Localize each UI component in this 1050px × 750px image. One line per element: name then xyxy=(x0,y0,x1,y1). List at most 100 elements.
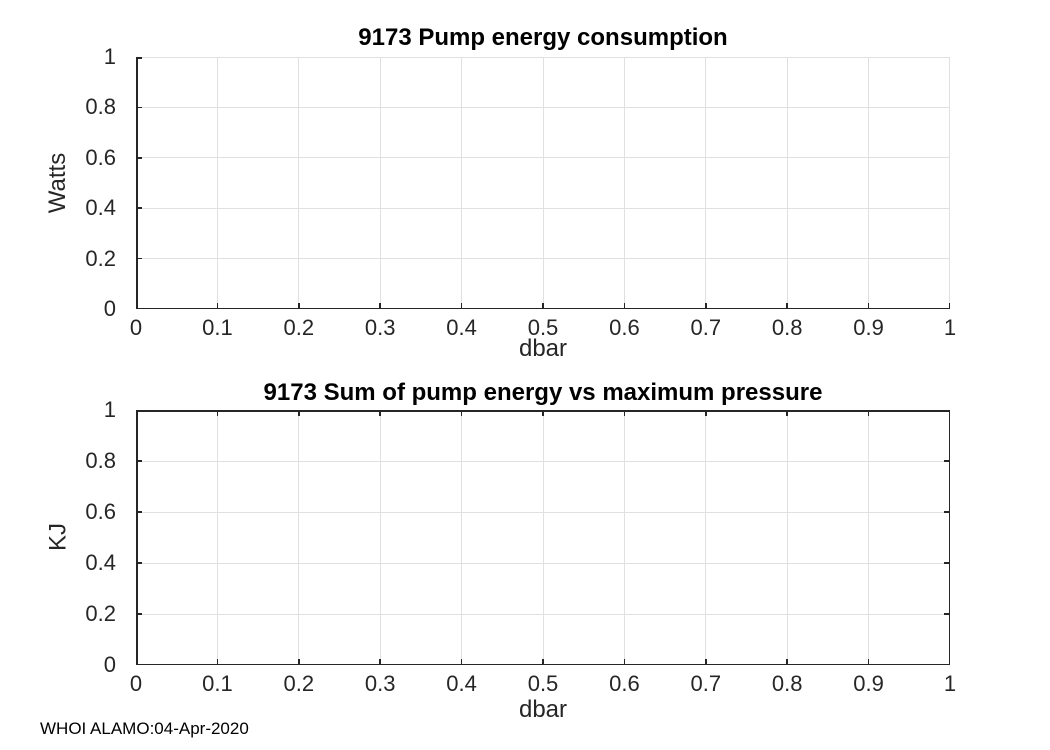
x-tick-mark-top xyxy=(216,410,219,416)
y-tick-mark-right xyxy=(944,613,950,615)
x-tick-mark xyxy=(623,303,626,309)
y-tick-mark xyxy=(136,663,142,665)
gridline-horizontal xyxy=(136,613,950,615)
y-tick-mark xyxy=(136,410,142,412)
x-tick-mark-top xyxy=(786,410,788,416)
y-tick-label: 0.8 xyxy=(85,94,116,120)
y-tick-label: 1 xyxy=(103,44,116,69)
x-tick-mark xyxy=(542,659,544,665)
y-tick-mark xyxy=(136,257,142,260)
y-tick-label: 0 xyxy=(103,296,116,321)
gridline-horizontal xyxy=(136,106,950,108)
x-tick-mark xyxy=(786,659,788,665)
x-tick-mark xyxy=(298,659,300,665)
right-box-line xyxy=(948,410,950,665)
gridline-vertical xyxy=(786,57,788,309)
x-tick-mark xyxy=(216,303,219,309)
gridline-horizontal xyxy=(136,460,950,462)
x-tick-mark-top xyxy=(623,410,626,416)
x-tick-label: 0.9 xyxy=(853,671,884,696)
y-tick-label: 0.4 xyxy=(85,550,116,575)
y-axis-line xyxy=(136,57,138,309)
x-tick-mark xyxy=(786,303,788,309)
x-tick-label: 0.9 xyxy=(853,315,884,340)
gridline-vertical xyxy=(216,410,218,665)
x-tick-mark xyxy=(136,659,138,665)
gridline-vertical xyxy=(216,57,218,309)
x-axis-label: dbar xyxy=(518,335,568,362)
y-tick-labels: 0 0.2 0.4 0.6 0.8 1 xyxy=(0,45,126,321)
y-tick-mark-right xyxy=(944,663,950,665)
x-tick-label: 0.6 xyxy=(609,315,640,340)
x-tick-label: 0 xyxy=(129,671,143,696)
y-tick-mark xyxy=(136,613,142,615)
x-tick-label: 0.8 xyxy=(771,315,803,340)
gridline-horizontal xyxy=(136,258,950,260)
y-tick-label: 0.4 xyxy=(85,195,116,221)
x-tick-mark xyxy=(705,659,707,665)
gridline-vertical xyxy=(379,57,381,309)
gridline-vertical xyxy=(786,410,788,665)
watermark-text: WHOI ALAMO:04-Apr-2020 xyxy=(40,719,249,738)
x-tick-mark xyxy=(298,303,300,309)
y-tick-mark xyxy=(136,307,142,309)
y-tick-mark xyxy=(136,157,142,159)
chart-title: 9173 Pump energy consumption xyxy=(358,24,728,51)
gridline-vertical xyxy=(949,57,950,309)
gridline-vertical xyxy=(705,57,707,309)
x-tick-label: 1 xyxy=(943,671,957,696)
y-tick-mark-right xyxy=(944,511,950,513)
y-tick-label: 1 xyxy=(103,397,116,422)
x-tick-labels: 0 0.1 0.2 0.3 0.4 0.5 0.6 0.7 0.8 0.9 1 xyxy=(130,315,956,340)
gridline-vertical xyxy=(623,57,625,309)
x-tick-mark xyxy=(948,303,950,309)
gridline-vertical xyxy=(705,410,707,665)
plot-area xyxy=(136,410,950,665)
x-tick-mark xyxy=(867,303,870,309)
gridline-horizontal xyxy=(136,57,950,58)
x-tick-label: 0.6 xyxy=(609,671,640,696)
x-tick-mark xyxy=(460,659,463,665)
y-tick-label: 0 xyxy=(103,652,116,677)
y-tick-mark xyxy=(136,460,142,462)
x-tick-label: 0.4 xyxy=(446,671,477,696)
x-tick-label: 0.7 xyxy=(690,315,722,340)
y-tick-label: 0.6 xyxy=(85,144,116,170)
x-tick-labels: 0 0.1 0.2 0.3 0.4 0.5 0.6 0.7 0.8 0.9 1 xyxy=(130,671,956,696)
chart-title: 9173 Sum of pump energy vs maximum press… xyxy=(263,379,823,406)
x-axis-label: dbar xyxy=(518,696,568,723)
y-tick-mark xyxy=(136,106,142,109)
x-tick-label: 0.2 xyxy=(283,315,315,340)
x-tick-mark-top xyxy=(298,410,300,416)
x-tick-label: 0.5 xyxy=(527,315,559,340)
x-tick-label: 0.2 xyxy=(283,671,315,696)
gridline-vertical xyxy=(542,57,544,309)
x-tick-label: 0.7 xyxy=(690,671,722,696)
gridline-vertical xyxy=(868,410,870,665)
x-tick-mark xyxy=(705,303,707,309)
x-tick-label: 0.1 xyxy=(202,315,233,340)
x-tick-mark xyxy=(216,659,219,665)
x-tick-label: 0.1 xyxy=(202,671,233,696)
y-tick-labels: 0 0.2 0.4 0.6 0.8 1 xyxy=(0,398,126,677)
x-tick-label: 0 xyxy=(129,315,143,340)
x-tick-mark xyxy=(379,659,381,665)
gridline-vertical xyxy=(868,57,870,309)
x-tick-label: 0.4 xyxy=(446,315,477,340)
x-tick-mark-top xyxy=(136,410,138,416)
x-tick-mark xyxy=(460,303,463,309)
x-tick-mark-top xyxy=(705,410,707,416)
y-tick-mark-right xyxy=(944,460,950,462)
gridline-vertical xyxy=(298,57,300,309)
gridline-vertical xyxy=(379,410,381,665)
y-tick-mark xyxy=(136,511,142,513)
y-tick-mark xyxy=(136,207,142,209)
gridline-horizontal xyxy=(136,511,950,513)
gridline-horizontal xyxy=(136,207,950,209)
x-tick-label: 0.5 xyxy=(527,671,559,696)
x-tick-mark-top xyxy=(379,410,381,416)
y-tick-label: 0.8 xyxy=(85,448,116,473)
y-tick-mark xyxy=(136,57,142,59)
gridline-horizontal xyxy=(136,562,950,564)
plot-area xyxy=(136,57,950,309)
